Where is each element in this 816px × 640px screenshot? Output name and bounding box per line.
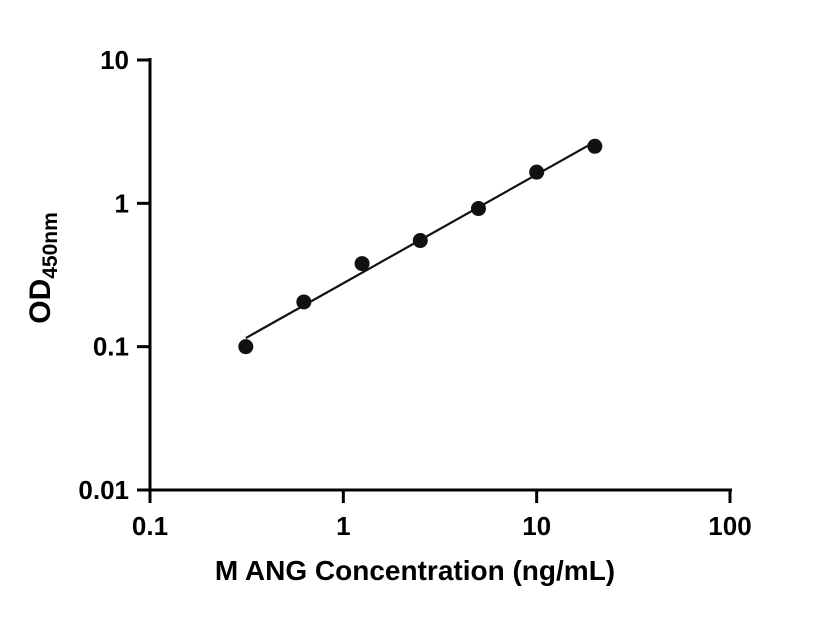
y-axis-title-sub: 450nm [39,212,62,279]
y-axis-title-main: OD [24,279,57,324]
y-tick-label: 10 [100,45,129,75]
x-axis-title: M ANG Concentration (ng/mL) [215,555,615,586]
x-tick-label: 10 [522,511,551,541]
data-point [587,138,603,154]
data-point [354,256,370,272]
data-point [296,294,312,310]
y-axis-title: OD450nm [24,212,62,324]
y-tick-label: 0.01 [78,475,129,505]
x-tick-label: 0.1 [132,511,168,541]
y-tick-label: 0.1 [93,332,129,362]
data-point [238,339,254,355]
x-tick-label: 1 [336,511,350,541]
data-point [529,164,545,180]
data-point [470,201,486,217]
y-tick-label: 1 [115,188,129,218]
data-point [412,233,428,249]
x-tick-label: 100 [708,511,751,541]
